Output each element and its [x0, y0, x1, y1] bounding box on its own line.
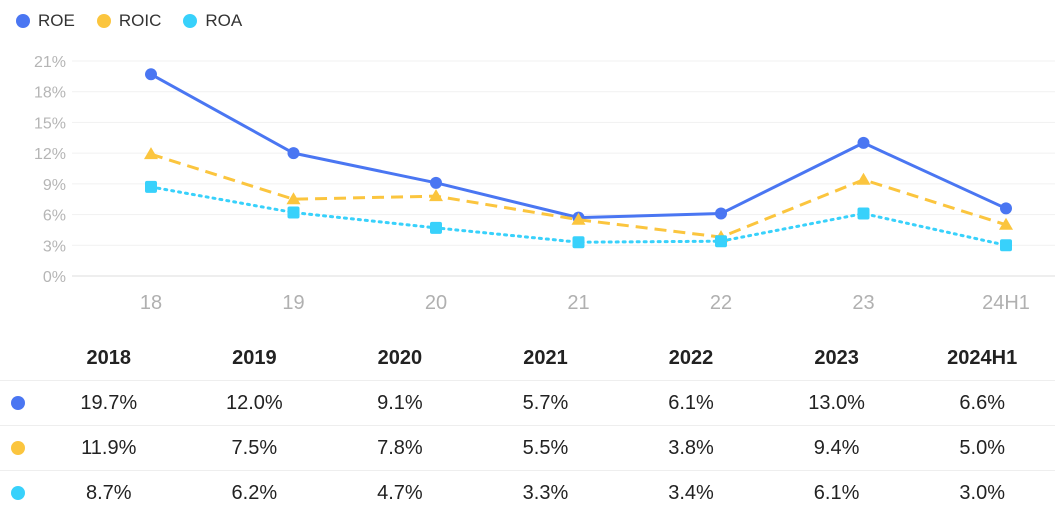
data-point-roe	[715, 208, 727, 220]
table-row-roic: 11.9% 7.5% 7.8% 5.5% 3.8% 9.4% 5.0%	[0, 426, 1055, 471]
data-point-roa	[715, 235, 727, 247]
y-tick-label: 18%	[34, 85, 66, 102]
legend-item-roic[interactable]: ROIC	[97, 11, 162, 31]
x-tick-label: 18	[140, 292, 162, 314]
table-header-cell: 2019	[182, 336, 328, 381]
data-table: 2018 2019 2020 2021 2022 2023 2024H1 19.…	[0, 336, 1055, 515]
table-cell: 5.0%	[909, 426, 1055, 471]
data-point-roa	[145, 181, 157, 193]
data-point-roa	[288, 207, 300, 219]
x-tick-label: 20	[425, 292, 447, 314]
table-header-cell: 2022	[618, 336, 764, 381]
legend-marker-roa	[183, 14, 197, 28]
table-cell: 8.7%	[36, 471, 182, 515]
table-cell: 7.8%	[327, 426, 473, 471]
table-cell: 7.5%	[182, 426, 328, 471]
table-cell: 3.0%	[909, 471, 1055, 515]
row-marker-roic	[11, 441, 25, 455]
legend-marker-roe	[16, 14, 30, 28]
table-header-cell: 2020	[327, 336, 473, 381]
table-cell: 11.9%	[36, 426, 182, 471]
table-row-roe: 19.7% 12.0% 9.1% 5.7% 6.1% 13.0% 6.6%	[0, 381, 1055, 426]
y-tick-label: 21%	[34, 54, 66, 71]
data-point-roa	[1000, 239, 1012, 251]
table-cell: 19.7%	[36, 381, 182, 426]
table-cell: 6.6%	[909, 381, 1055, 426]
table-cell: 5.7%	[473, 381, 619, 426]
data-point-roa	[573, 236, 585, 248]
table-header-row: 2018 2019 2020 2021 2022 2023 2024H1	[0, 336, 1055, 381]
table-cell: 12.0%	[182, 381, 328, 426]
table-cell: 6.1%	[618, 381, 764, 426]
data-point-roe	[430, 177, 442, 189]
data-point-roe	[858, 137, 870, 149]
table-row-roa: 8.7% 6.2% 4.7% 3.3% 3.4% 6.1% 3.0%	[0, 471, 1055, 515]
y-tick-label: 15%	[34, 115, 66, 132]
data-point-roa	[858, 208, 870, 220]
table-cell: 3.4%	[618, 471, 764, 515]
x-tick-label: 23	[852, 292, 874, 314]
legend-item-roe[interactable]: ROE	[16, 11, 75, 31]
table-cell: 6.1%	[764, 471, 910, 515]
row-marker-roe	[11, 396, 25, 410]
table-header-cell: 2023	[764, 336, 910, 381]
legend-label-roic: ROIC	[119, 11, 162, 31]
line-chart: 0% 3% 6% 9% 12% 15% 18% 21% 18 19 20 21 22 23 24H1	[0, 0, 1055, 330]
data-point-roa	[430, 222, 442, 234]
table-cell: 13.0%	[764, 381, 910, 426]
data-point-roe	[145, 68, 157, 80]
table-cell: 9.1%	[327, 381, 473, 426]
row-marker-roa	[11, 486, 25, 500]
x-tick-label: 22	[710, 292, 732, 314]
table-cell: 9.4%	[764, 426, 910, 471]
table-cell: 3.3%	[473, 471, 619, 515]
x-tick-label: 19	[282, 292, 304, 314]
legend-label-roe: ROE	[38, 11, 75, 31]
table-cell: 5.5%	[473, 426, 619, 471]
y-tick-label: 3%	[43, 238, 66, 255]
table-cell: 6.2%	[182, 471, 328, 515]
table-corner	[0, 336, 36, 381]
table-cell: 3.8%	[618, 426, 764, 471]
table-header-cell: 2021	[473, 336, 619, 381]
data-point-roe	[288, 147, 300, 159]
data-point-roic	[857, 173, 871, 185]
y-tick-label: 0%	[43, 269, 66, 286]
x-tick-label: 21	[567, 292, 589, 314]
y-tick-label: 9%	[43, 177, 66, 194]
table-header-cell: 2024H1	[909, 336, 1055, 381]
legend-label-roa: ROA	[205, 11, 242, 31]
legend-marker-roic	[97, 14, 111, 28]
table-header-cell: 2018	[36, 336, 182, 381]
y-tick-label: 6%	[43, 208, 66, 225]
data-point-roe	[1000, 202, 1012, 214]
table-cell: 4.7%	[327, 471, 473, 515]
legend-item-roa[interactable]: ROA	[183, 11, 242, 31]
chart-legend: ROE ROIC ROA	[16, 8, 242, 34]
y-tick-label: 12%	[34, 146, 66, 163]
x-tick-label: 24H1	[982, 292, 1030, 314]
